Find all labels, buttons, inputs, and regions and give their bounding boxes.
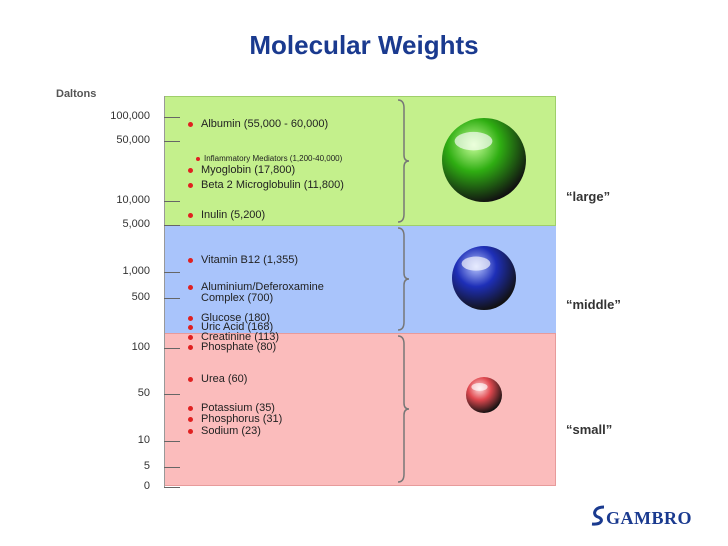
molecule-item: Beta 2 Microglobulin (11,800) [188, 180, 344, 191]
molecule-item: Aluminium/Deferoxamine [188, 282, 324, 293]
tick-mark [164, 141, 180, 142]
tick-mark [164, 272, 180, 273]
molecule-label: Vitamin B12 (1,355) [201, 254, 299, 266]
molecule-item: Potassium (35) [188, 403, 275, 414]
tick-mark [164, 467, 180, 468]
bullet-dot-icon [196, 156, 200, 161]
size-sphere [466, 377, 502, 413]
sphere-highlight [454, 131, 493, 151]
unit-label: Daltons [56, 88, 97, 100]
molecule-label: Complex (700) [201, 292, 274, 304]
tick-mark [164, 298, 180, 299]
tick-label: 0 [143, 480, 150, 492]
molecule-item: Phosphorus (31) [188, 414, 282, 425]
molecule-label: Urea (60) [201, 373, 248, 385]
molecule-label: Glucose (180) [201, 312, 271, 324]
tick-label: 100,000 [110, 110, 150, 122]
molecule-label: Uric Acid (168) [201, 321, 274, 333]
group-brace [397, 99, 410, 223]
tick-label: 50 [137, 387, 150, 399]
molecule-label: Creatinine (113) [201, 331, 280, 343]
molecule-item: Vitamin B12 (1,355) [188, 255, 298, 266]
bullet-dot-icon [188, 428, 193, 434]
tick-mark [164, 441, 180, 442]
molecule-item: Glucose (180) [188, 313, 270, 324]
page-title: Molecular Weights [249, 30, 479, 60]
molecule-item: Inflammatory Mediators (1,200-40,000) [196, 153, 342, 164]
category-label: “large” [566, 189, 611, 204]
molecule-item: Sodium (23) [188, 426, 261, 437]
tick-label: 10,000 [116, 194, 150, 206]
molecule-label: Myoglobin (17,800) [201, 164, 296, 176]
bullet-dot-icon [188, 315, 193, 321]
molecule-label: Albumin (55,000 - 60,000) [201, 118, 329, 130]
molecule-label: Beta 2 Microglobulin (11,800) [201, 179, 344, 191]
bullet-dot-icon [188, 416, 193, 422]
scale-axis [164, 96, 165, 488]
gambro-logo-icon [591, 505, 605, 526]
bullet-dot-icon [188, 344, 193, 350]
tick-mark [164, 117, 180, 118]
bullet-dot-icon [188, 376, 193, 382]
bullet-dot-icon [188, 121, 193, 127]
category-label: “middle” [566, 297, 621, 312]
tick-label: 5,000 [122, 218, 150, 230]
tick-mark [164, 348, 180, 349]
sphere-highlight [461, 256, 491, 271]
molecule-item: Uric Acid (168) [188, 322, 273, 333]
molecule-label: Sodium (23) [201, 425, 261, 437]
molecule-item: Albumin (55,000 - 60,000) [188, 119, 328, 130]
bullet-dot-icon [188, 324, 193, 330]
tick-mark [164, 225, 180, 226]
molecule-label: Inflammatory Mediators (1,200-40,000) [204, 154, 343, 163]
molecule-item: Creatinine (113) [188, 332, 279, 343]
bullet-dot-icon [188, 182, 193, 188]
size-sphere [452, 246, 516, 310]
molecule-label: Phosphate (80) [201, 341, 277, 353]
tick-label: 500 [131, 291, 150, 303]
molecule-label: Phosphorus (31) [201, 413, 283, 425]
gambro-logo: GAMBRO [606, 508, 692, 528]
bullet-dot-icon [188, 284, 193, 290]
tick-label: 5 [143, 460, 150, 472]
tick-mark [164, 394, 180, 395]
tick-label: 50,000 [116, 134, 150, 146]
tick-label: 10 [137, 434, 150, 446]
molecule-item: Myoglobin (17,800) [188, 165, 295, 176]
molecule-item: Complex (700) [188, 293, 273, 304]
bullet-dot-icon [188, 212, 193, 218]
molecule-item: Urea (60) [188, 374, 247, 385]
molecule-label: Potassium (35) [201, 402, 275, 414]
category-label: “small” [566, 422, 613, 437]
sphere-highlight [471, 382, 488, 391]
bullet-dot-icon [188, 257, 193, 263]
tick-mark [164, 201, 180, 202]
molecule-label: Inulin (5,200) [201, 209, 266, 221]
tick-label: 100 [131, 341, 150, 353]
group-brace [397, 335, 410, 483]
group-brace [397, 227, 410, 331]
tick-mark [164, 487, 180, 488]
bullet-dot-icon [188, 334, 193, 340]
bullet-dot-icon [188, 405, 193, 411]
molecule-item: Phosphate (80) [188, 342, 276, 353]
bullet-dot-icon [188, 167, 193, 173]
tick-label: 1,000 [122, 265, 150, 277]
size-sphere [442, 118, 526, 202]
molecule-item: Inulin (5,200) [188, 210, 265, 221]
molecule-label: Aluminium/Deferoxamine [201, 281, 324, 293]
